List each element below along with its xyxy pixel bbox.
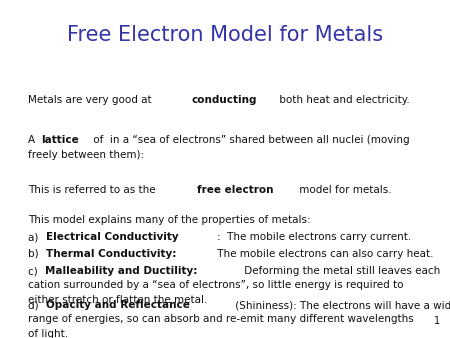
Text: a): a) (28, 232, 41, 242)
Text: both heat and electricity.: both heat and electricity. (276, 95, 410, 105)
Text: 1: 1 (434, 316, 440, 326)
Text: Opacity and Reflectance: Opacity and Reflectance (46, 300, 190, 310)
Text: model for metals.: model for metals. (296, 185, 391, 195)
Text: Malleability and Ductility:: Malleability and Ductility: (45, 266, 197, 276)
Text: This is referred to as the: This is referred to as the (28, 185, 159, 195)
Text: lattice: lattice (41, 135, 79, 145)
Text: (Shininess): The electrons will have a wide: (Shininess): The electrons will have a w… (232, 300, 450, 310)
Text: of light.: of light. (28, 329, 68, 338)
Text: Metals are very good at: Metals are very good at (28, 95, 155, 105)
Text: cation surrounded by a “sea of electrons”, so little energy is required to: cation surrounded by a “sea of electrons… (28, 281, 404, 290)
Text: free electron: free electron (197, 185, 273, 195)
Text: Deforming the metal still leaves each: Deforming the metal still leaves each (241, 266, 441, 276)
Text: c): c) (28, 266, 41, 276)
Text: A: A (28, 135, 38, 145)
Text: This model explains many of the properties of metals:: This model explains many of the properti… (28, 215, 310, 225)
Text: freely between them):: freely between them): (28, 149, 144, 160)
Text: Electrical Conductivity: Electrical Conductivity (45, 232, 178, 242)
Text: b): b) (28, 249, 42, 259)
Text: :  The mobile electrons carry current.: : The mobile electrons carry current. (217, 232, 411, 242)
Text: of  in a “sea of electrons” shared between all nuclei (moving: of in a “sea of electrons” shared betwee… (90, 135, 410, 145)
Text: Thermal Conductivity:: Thermal Conductivity: (46, 249, 176, 259)
Text: d): d) (28, 300, 42, 310)
Text: range of energies, so can absorb and re-emit many different wavelengths: range of energies, so can absorb and re-… (28, 314, 414, 324)
Text: either stretch or flatten the metal.: either stretch or flatten the metal. (28, 295, 207, 305)
Text: conducting: conducting (192, 95, 257, 105)
Text: The mobile electrons can also carry heat.: The mobile electrons can also carry heat… (214, 249, 434, 259)
Text: Free Electron Model for Metals: Free Electron Model for Metals (67, 25, 383, 45)
